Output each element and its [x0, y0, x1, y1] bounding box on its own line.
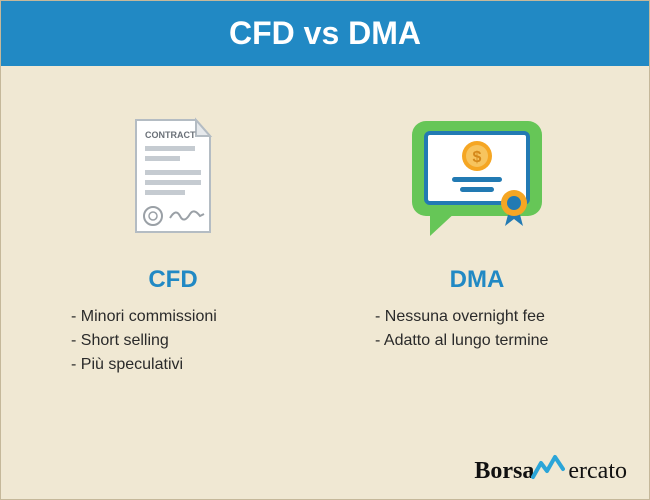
- cfd-title: CFD: [148, 266, 197, 294]
- infographic-container: CFD vs DMA CONTRACT: [0, 0, 650, 500]
- brand-m-icon: [534, 454, 568, 478]
- dma-list: Nessuna overnight fee Adatto al lungo te…: [355, 308, 548, 356]
- contract-icon: CONTRACT: [128, 106, 218, 246]
- dma-title: DMA: [450, 266, 505, 294]
- cfd-list: Minori commissioni Short selling Più spe…: [51, 308, 217, 380]
- list-item: Adatto al lungo termine: [375, 332, 548, 350]
- svg-text:$: $: [473, 149, 482, 166]
- column-dma: $ DMA Nessuna overnight fee Adatto al lu…: [355, 106, 599, 380]
- list-item: Più speculativi: [71, 356, 217, 374]
- certificate-icon: $: [402, 106, 552, 246]
- contract-label: CONTRACT: [145, 130, 196, 140]
- header-title: CFD vs DMA: [1, 1, 649, 66]
- footer-brand: Borsa ercato: [474, 454, 627, 485]
- column-cfd: CONTRACT CFD Minori commissioni Sh: [51, 106, 295, 380]
- list-item: Nessuna overnight fee: [375, 308, 548, 326]
- columns: CONTRACT CFD Minori commissioni Sh: [1, 66, 649, 380]
- list-item: Minori commissioni: [71, 308, 217, 326]
- list-item: Short selling: [71, 332, 217, 350]
- brand-part-b: ercato: [568, 458, 627, 485]
- brand-part-a: Borsa: [474, 458, 534, 485]
